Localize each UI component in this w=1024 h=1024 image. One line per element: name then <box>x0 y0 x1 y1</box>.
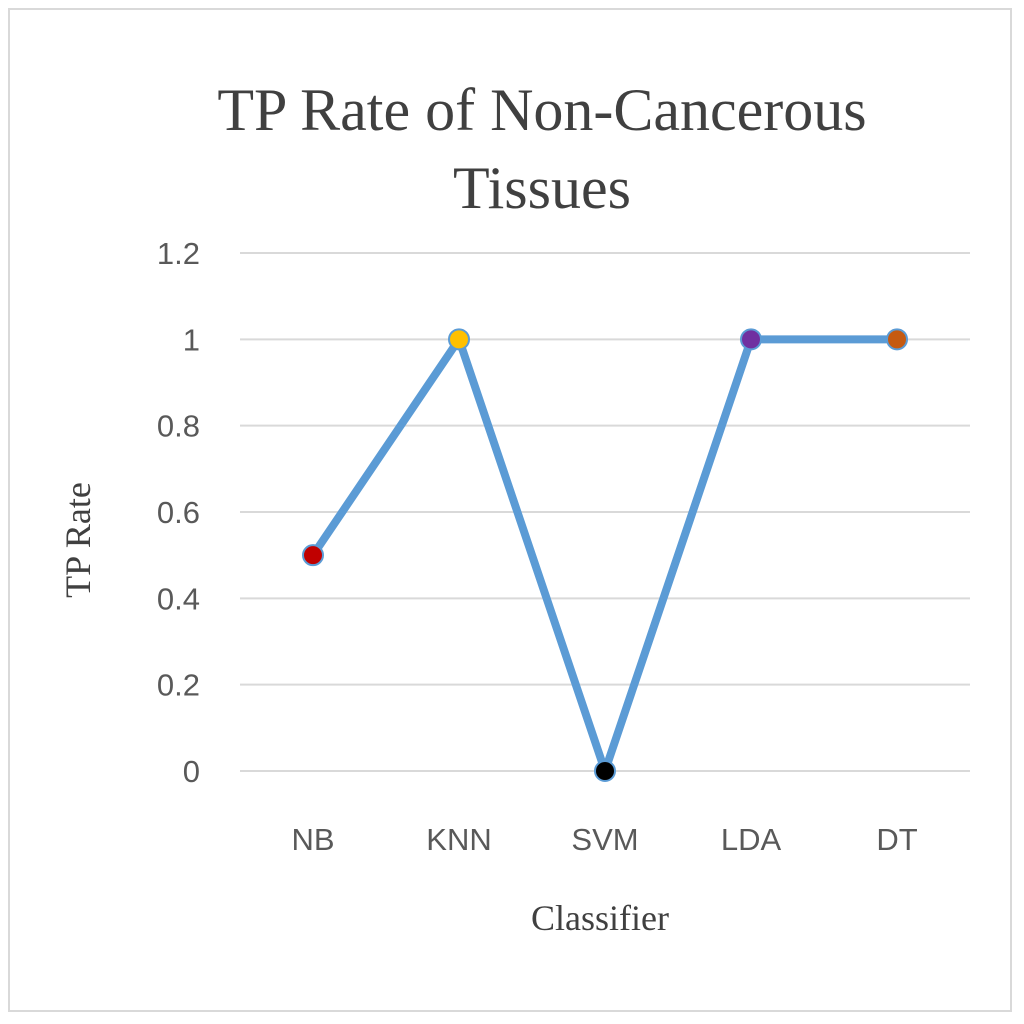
y-tick-label: 0.2 <box>157 668 200 703</box>
data-point-svm <box>594 760 616 782</box>
data-point-knn <box>448 328 470 351</box>
data-markers <box>302 328 908 782</box>
x-tick-label: KNN <box>426 822 491 857</box>
data-point-nb <box>302 544 324 567</box>
x-tick-label: SVM <box>571 822 638 857</box>
y-tick-label: 0.8 <box>157 409 200 444</box>
y-tick-label: 1 <box>183 322 200 357</box>
y-tick-label: 1.2 <box>157 236 200 271</box>
y-tick-label: 0.4 <box>157 581 200 616</box>
x-axis-title: Classifier <box>531 898 669 938</box>
y-tick-label: 0 <box>183 754 200 789</box>
y-axis-tick-labels: 0 0.2 0.4 0.6 0.8 1 1.2 <box>157 236 200 789</box>
x-tick-label: LDA <box>721 822 782 857</box>
y-axis-title: TP Rate <box>58 482 98 598</box>
data-point-dt <box>886 328 908 351</box>
x-tick-label: NB <box>291 822 334 857</box>
data-point-lda <box>740 328 762 351</box>
series-line <box>309 335 901 775</box>
chart-title-line-2: Tissues <box>453 155 631 221</box>
chart-title-line-1: TP Rate of Non-Cancerous <box>217 77 866 143</box>
y-tick-label: 0.6 <box>157 495 200 530</box>
chart-frame <box>8 8 1012 1012</box>
tp-rate-line <box>309 335 901 775</box>
gridlines <box>240 252 970 772</box>
x-axis-tick-labels: NB KNN SVM LDA DT <box>291 822 917 857</box>
x-tick-label: DT <box>876 822 917 857</box>
